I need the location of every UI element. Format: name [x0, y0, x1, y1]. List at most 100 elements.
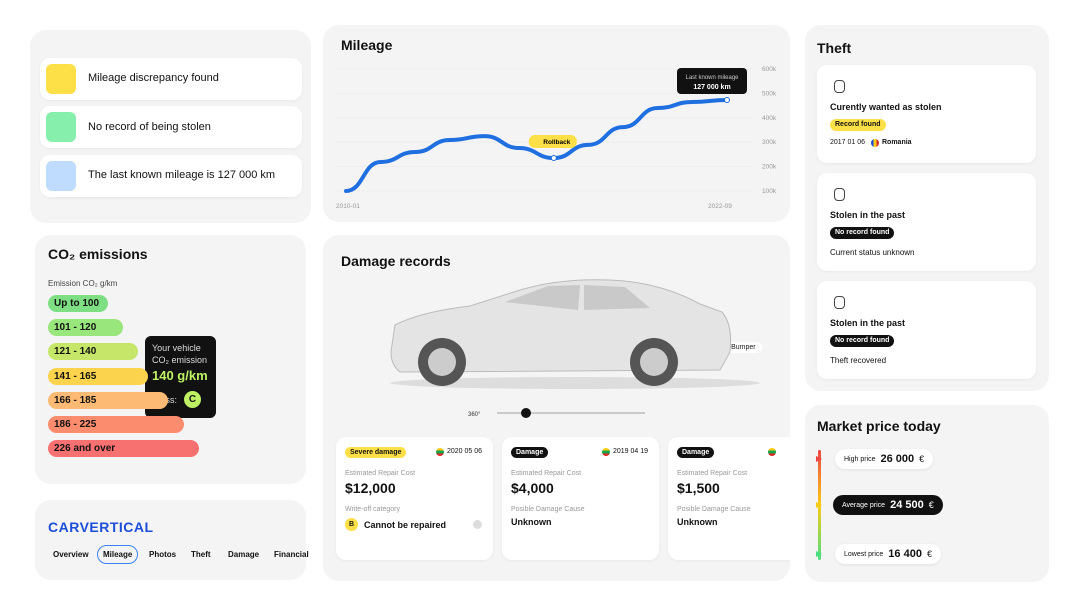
info-dot — [473, 520, 482, 529]
part-label[interactable]: Front Bumper — [413, 344, 468, 355]
part-dot[interactable] — [497, 333, 509, 345]
co2-axis-label: Emission CO₂ g/km — [48, 279, 118, 288]
price-pill: Lowest price 16 400 € — [835, 544, 941, 564]
class-badge: C — [184, 391, 201, 408]
co2-class: 101 - 120 — [48, 319, 123, 337]
info-icon — [46, 161, 76, 191]
detail-label: Posible Damage Cause — [677, 506, 751, 513]
price-marker — [816, 502, 822, 508]
cost-label: Estimated Repair Cost — [511, 470, 582, 477]
cost: $12,000 — [345, 480, 396, 496]
nav-tab[interactable]: Damage — [228, 550, 260, 559]
part-dot[interactable] — [583, 331, 595, 343]
price-currency: € — [928, 500, 934, 510]
co2-class: 166 - 185 — [48, 391, 168, 409]
tooltip-text: CO₂ emission — [152, 355, 208, 365]
theft-date: 2017 01 06 — [830, 139, 866, 146]
co2-class: 141 - 165 — [48, 367, 148, 385]
theft-heading: Stolen in the past — [830, 318, 906, 328]
theft-item — [817, 281, 1036, 379]
price-label: High price — [844, 455, 876, 463]
damage-title: Damage records — [341, 253, 451, 269]
record-badge: Damage — [677, 447, 715, 458]
damage-record: Damage Estimated Repair Cost $1,500 Posible… — [668, 437, 790, 560]
theft-item — [817, 173, 1036, 271]
alert-text: The last known mileage is 127 000 km — [88, 169, 276, 181]
nav-tab[interactable]: Overview — [53, 550, 89, 559]
mileage-title: Mileage — [341, 37, 393, 53]
tooltip-value: 140 g/km — [152, 368, 208, 383]
brand-card — [35, 500, 306, 580]
co2-title: CO₂ emissions — [48, 246, 148, 262]
detail: Unknown — [511, 517, 552, 527]
price-value: 16 400 — [888, 548, 922, 560]
co2-class: 121 - 140 — [48, 343, 138, 361]
cost-label: Estimated Repair Cost — [677, 470, 748, 477]
price-marker — [816, 551, 822, 557]
record-badge: Severe damage — [345, 447, 407, 458]
price-pill: High price 26 000 € — [835, 449, 934, 469]
detail-label: Posible Damage Cause — [511, 506, 585, 513]
theft-badge: No record found — [830, 335, 895, 347]
nav-tab[interactable]: Theft — [191, 550, 211, 559]
mileage-card — [323, 25, 790, 222]
part-dot[interactable] — [697, 343, 709, 355]
record-date: 2020 05 06 — [447, 448, 483, 455]
record-badge: Damage — [511, 447, 549, 458]
theft-badge: Record found — [830, 119, 886, 131]
price-pill: Average price 24 500 € — [833, 495, 943, 515]
tooltip-text: Your vehicle — [152, 343, 201, 353]
part-label[interactable]: Rear Left Door — [594, 330, 652, 341]
detail: Unknown — [677, 517, 718, 527]
part-dot[interactable] — [402, 345, 414, 357]
theft-heading: Stolen in the past — [830, 210, 906, 220]
co2-class: 186 - 225 — [48, 416, 184, 433]
price-value: 24 500 — [890, 499, 924, 511]
flag — [871, 139, 879, 147]
detail: Cannot be repaired — [364, 520, 447, 530]
market-title: Market price today — [817, 418, 941, 434]
damage-record: Severe damage 2020 05 06 Estimated Repair … — [336, 437, 493, 560]
flag — [768, 448, 776, 456]
theft-note: Current status unknown — [830, 248, 915, 257]
theft-title: Theft — [817, 40, 852, 56]
theft-note: Theft recovered — [830, 356, 887, 365]
cost: $1,500 — [677, 480, 720, 496]
price-label: Lowest price — [844, 550, 884, 558]
theft-badge: No record found — [830, 227, 895, 239]
alert-row — [40, 58, 302, 100]
theft-icon — [834, 80, 845, 93]
co2-class: 226 and over — [48, 440, 199, 458]
record-date: 2019 04 19 — [613, 448, 649, 455]
detail-icon: B — [345, 518, 358, 531]
nav-tab[interactable]: Financial — [274, 550, 309, 559]
theft-heading: Curently wanted as stolen — [830, 102, 942, 112]
price-value: 26 000 — [880, 453, 915, 465]
part-label[interactable]: Right Front Door — [508, 332, 572, 343]
nav-tab[interactable]: Mileage — [97, 545, 139, 564]
price-currency: € — [926, 549, 932, 559]
flag — [436, 448, 444, 456]
theft-item — [817, 65, 1036, 163]
detail-label: Write-off category — [345, 506, 400, 513]
theft-country: Romania — [882, 139, 912, 146]
alert-row — [40, 155, 302, 197]
damage-card: Severe damage 2020 05 06 Estimated Repair … — [323, 235, 790, 581]
price-marker — [816, 456, 822, 462]
flag — [602, 448, 610, 456]
damage-record: Damage 2019 04 19 Estimated Repair Cost $4,… — [502, 437, 659, 560]
alert-text: Mileage discrepancy found — [88, 72, 219, 84]
cost-label: Estimated Repair Cost — [345, 470, 416, 477]
co2-class: Up to 100 — [48, 295, 108, 312]
part-label[interactable]: Rear Bumper — [708, 342, 762, 353]
check-icon — [46, 112, 76, 142]
logo: CARVERTICAL — [48, 519, 154, 535]
nav-tab[interactable]: Photos — [149, 550, 177, 559]
theft-icon — [834, 296, 845, 309]
alert-row — [40, 106, 302, 148]
price-label: Average price — [842, 501, 886, 509]
theft-icon — [834, 188, 845, 201]
warning-icon — [46, 64, 76, 94]
cost: $4,000 — [511, 480, 554, 496]
